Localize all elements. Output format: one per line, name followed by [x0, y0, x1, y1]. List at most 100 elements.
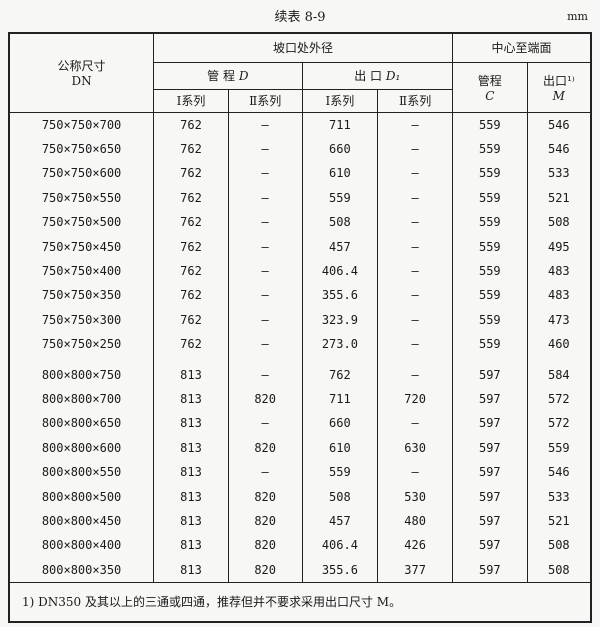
cell-value: —: [227, 283, 303, 308]
cell-value: 483: [526, 283, 592, 308]
cell-value: 559: [451, 307, 528, 333]
cell-value: 762: [301, 356, 379, 387]
cell-value: 355.6: [301, 283, 379, 308]
header-series-1: Ⅰ系列: [301, 88, 379, 113]
table-caption: 续表 8-9: [274, 10, 326, 25]
table-row: 800×800×750 813—762—597 584: [8, 356, 592, 387]
table-row: 750×750×500 762—508—559 508: [8, 210, 592, 235]
cell-value: 813: [153, 435, 229, 460]
table-row: 750×750×700 762—711—559 546: [8, 112, 592, 137]
table-row: 800×800×700 813 820 711 720 597 572: [8, 386, 592, 412]
cell-value: 426: [377, 533, 453, 558]
cell-value: 762: [153, 210, 229, 235]
cell-value: 610: [301, 161, 379, 186]
cell-value: —: [377, 234, 453, 259]
cell-value: 762: [153, 283, 229, 308]
cell-value: —: [227, 112, 303, 137]
cell-dn: 800×800×650: [8, 411, 155, 436]
header-run-c: 管程 C: [451, 61, 528, 113]
cell-value: 597: [451, 557, 528, 583]
cell-dn: 800×800×550: [8, 459, 155, 485]
table-row: 800×800×500 813 820 508 530 597 533: [8, 484, 592, 509]
cell-dn: 800×800×350: [8, 557, 155, 583]
cell-value: —: [227, 332, 303, 357]
table-row: 750×750×300 762—323.9—559 473: [8, 307, 592, 333]
cell-value: 559: [451, 332, 528, 357]
table-row: 800×800×550 813—559—597 546: [8, 459, 592, 485]
cell-value: 521: [526, 508, 592, 534]
cell-value: —: [227, 136, 303, 162]
cell-value: 457: [301, 508, 379, 534]
cell-dn: 750×750×400: [8, 258, 155, 284]
cell-value: 660: [301, 136, 379, 162]
cell-value: 546: [526, 136, 592, 162]
cell-value: 597: [451, 435, 528, 460]
cell-value: —: [377, 136, 453, 162]
cell-value: 762: [153, 136, 229, 162]
cell-value: —: [227, 210, 303, 235]
cell-dn: 750×750×300: [8, 307, 155, 333]
cell-value: 508: [526, 533, 592, 558]
header-series-2: Ⅱ系列: [377, 88, 453, 113]
cell-value: 406.4: [301, 533, 379, 558]
cell-value: 820: [227, 386, 303, 412]
cell-value: 559: [451, 185, 528, 211]
table-row: 750×750×650 762—660—559 546: [8, 136, 592, 162]
cell-value: 813: [153, 356, 229, 387]
cell-dn: 750×750×250: [8, 332, 155, 357]
cell-value: 559: [451, 161, 528, 186]
cell-value: 530: [377, 484, 453, 509]
cell-value: 597: [451, 411, 528, 436]
cell-value: —: [377, 258, 453, 284]
cell-value: 406.4: [301, 258, 379, 284]
cell-value: 762: [153, 112, 229, 137]
cell-value: 508: [301, 210, 379, 235]
cell-dn: 750×750×350: [8, 283, 155, 308]
cell-dn: 800×800×450: [8, 508, 155, 534]
cell-value: 508: [301, 484, 379, 509]
cell-value: 820: [227, 508, 303, 534]
cell-value: 323.9: [301, 307, 379, 333]
cell-dn: 800×800×400: [8, 533, 155, 558]
cell-value: 813: [153, 386, 229, 412]
cell-value: 660: [301, 411, 379, 436]
cell-value: 813: [153, 533, 229, 558]
cell-value: 273.0: [301, 332, 379, 357]
cell-value: 820: [227, 533, 303, 558]
cell-value: 559: [451, 283, 528, 308]
cell-value: 597: [451, 386, 528, 412]
cell-value: 820: [227, 557, 303, 583]
header-outlet-m: 出口¹⁾ M: [526, 61, 592, 113]
cell-dn: 800×800×600: [8, 435, 155, 460]
cell-dn: 750×750×550: [8, 185, 155, 211]
cell-value: —: [227, 161, 303, 186]
cell-value: 559: [451, 136, 528, 162]
cell-value: 508: [526, 557, 592, 583]
cell-dn: 750×750×450: [8, 234, 155, 259]
table-row: 800×800×350 813 820 355.6 377 597 508: [8, 557, 592, 583]
unit-label: mm: [567, 10, 588, 23]
cell-value: 762: [153, 258, 229, 284]
cell-value: —: [377, 356, 453, 387]
cell-value: —: [227, 356, 303, 387]
cell-value: 521: [526, 185, 592, 211]
cell-value: 813: [153, 411, 229, 436]
footnote: 1) DN350 及其以上的三通或四通，推荐但并不要求采用出口尺寸 M。: [8, 581, 592, 622]
cell-value: 762: [153, 234, 229, 259]
cell-value: 473: [526, 307, 592, 333]
cell-value: 610: [301, 435, 379, 460]
cell-value: 533: [526, 484, 592, 509]
table-row: 750×750×450 762—457—559 495: [8, 234, 592, 259]
cell-value: —: [377, 307, 453, 333]
cell-value: —: [377, 210, 453, 235]
cell-value: 559: [451, 258, 528, 284]
cell-value: 813: [153, 484, 229, 509]
cell-value: 584: [526, 356, 592, 387]
cell-value: 820: [227, 484, 303, 509]
cell-dn: 800×800×500: [8, 484, 155, 509]
cell-value: 820: [227, 435, 303, 460]
cell-value: 572: [526, 386, 592, 412]
cell-value: 559: [526, 435, 592, 460]
cell-value: 533: [526, 161, 592, 186]
cell-value: 762: [153, 332, 229, 357]
